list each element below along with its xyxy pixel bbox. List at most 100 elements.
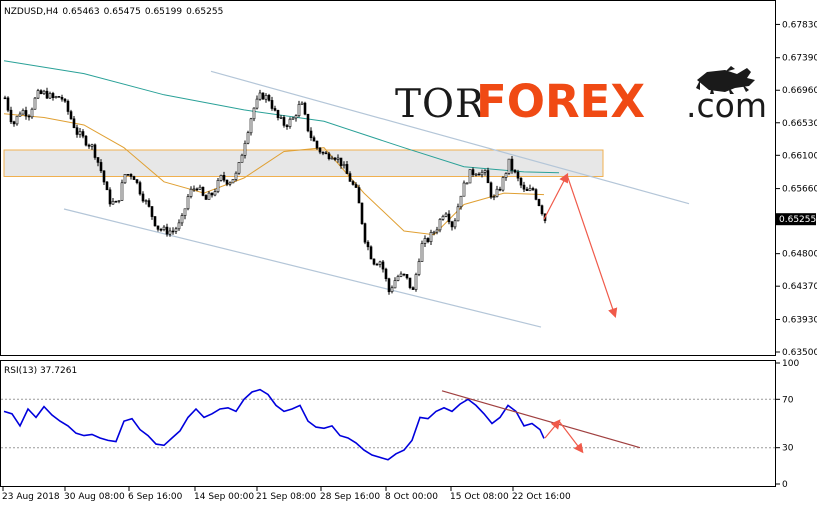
bull-candle — [255, 98, 259, 109]
bear-candle — [363, 223, 367, 243]
rsi-tick-label: 30 — [782, 444, 794, 454]
time-tick-label: 21 Sep 08:00 — [256, 492, 316, 502]
bear-candle — [45, 90, 49, 99]
bear-candle — [108, 189, 112, 205]
bear-candle — [105, 181, 109, 191]
forecast-down-arrow — [566, 174, 618, 318]
bear-candle — [339, 157, 343, 166]
bull-candle — [117, 200, 121, 202]
bear-candle — [63, 98, 67, 102]
bull-candle — [240, 154, 244, 163]
bull-candle — [258, 92, 262, 100]
svg-text:.com: .com — [686, 86, 767, 125]
bear-candle — [6, 97, 10, 111]
bull-candle — [279, 117, 283, 119]
bear-candle — [351, 181, 355, 185]
bull-candle — [207, 192, 211, 200]
bull-candle — [174, 228, 178, 232]
rsi-series — [3, 388, 545, 461]
bear-candle — [60, 97, 64, 100]
bull-candle — [168, 230, 172, 235]
bull-candle — [438, 219, 442, 231]
bear-candle — [129, 174, 133, 177]
bull-candle — [378, 261, 382, 265]
channel-lower-line — [63, 208, 542, 328]
bull-candle — [474, 173, 478, 176]
bull-candle — [297, 104, 301, 117]
time-tick-label: 23 Aug 2018 — [2, 492, 60, 502]
price-tick-label: 0.66100 — [782, 151, 817, 161]
svg-text:0.65255: 0.65255 — [779, 215, 816, 225]
bull-candle — [399, 273, 403, 277]
bull-candle — [243, 143, 247, 156]
bull-candle — [213, 191, 217, 196]
bear-candle — [27, 115, 31, 118]
rsi-pane — [0, 360, 776, 487]
bear-candle — [306, 113, 310, 132]
bear-candle — [513, 169, 517, 173]
bear-candle — [348, 173, 352, 182]
channel-upper-line — [210, 70, 690, 205]
bear-candle — [498, 188, 502, 191]
bull-candle — [435, 229, 439, 233]
bear-candle — [225, 179, 229, 185]
rsi-tick-label: 0 — [782, 480, 788, 490]
bear-candle — [3, 97, 7, 100]
bear-candle — [267, 95, 271, 101]
bear-candle — [366, 241, 370, 248]
bear-candle — [276, 110, 280, 119]
bear-candle — [537, 199, 541, 206]
bear-candle — [450, 221, 454, 228]
price-tick-label: 0.66960 — [782, 86, 817, 96]
price-tick-label: 0.65660 — [782, 185, 817, 195]
bear-candle — [84, 135, 88, 146]
bull-candle — [189, 188, 193, 197]
bear-candle — [402, 273, 406, 276]
rsi-forecast-down-arrow — [558, 420, 584, 454]
bull-candle — [330, 157, 334, 160]
bull-candle — [441, 216, 445, 220]
bear-candle — [447, 213, 451, 223]
svg-text:TOR: TOR — [395, 82, 486, 127]
bear-candle — [426, 238, 430, 242]
rsi-forecast-up-arrow — [544, 419, 561, 439]
trend-channel — [63, 70, 690, 328]
candlesticks — [3, 87, 547, 295]
bull-candle — [36, 90, 40, 99]
bull-candle — [21, 110, 25, 115]
bear-candle — [150, 206, 154, 217]
bear-candle — [525, 188, 529, 191]
bull-candle — [288, 118, 292, 127]
bear-candle — [540, 205, 544, 215]
bull-candle — [468, 169, 472, 184]
price-tick-label: 0.66530 — [782, 119, 817, 129]
bear-candle — [369, 246, 373, 260]
bull-candle — [453, 220, 457, 228]
bear-candle — [375, 263, 379, 266]
bull-candle — [54, 96, 58, 99]
bull-candle — [501, 177, 505, 191]
bull-candle — [228, 182, 232, 185]
bear-candle — [66, 100, 70, 112]
bear-candle — [270, 100, 274, 109]
bear-candle — [309, 130, 313, 138]
bull-candle — [423, 238, 427, 244]
bear-candle — [102, 170, 106, 183]
bear-candle — [282, 117, 286, 126]
bear-candle — [411, 287, 415, 290]
bear-candle — [126, 174, 130, 176]
bull-candle — [429, 232, 433, 243]
bull-candle — [231, 179, 235, 184]
bear-candle — [360, 202, 364, 225]
bull-candle — [444, 213, 448, 217]
price-tick-label: 0.67390 — [782, 54, 817, 64]
bear-candle — [99, 162, 103, 172]
bull-candle — [492, 196, 496, 198]
bull-candle — [252, 107, 256, 120]
bull-candle — [456, 206, 460, 222]
moving-averages — [3, 60, 560, 236]
bull-candle — [177, 222, 181, 230]
bear-candle — [153, 216, 157, 227]
bear-candle — [24, 110, 28, 117]
bull-candle — [192, 188, 196, 191]
